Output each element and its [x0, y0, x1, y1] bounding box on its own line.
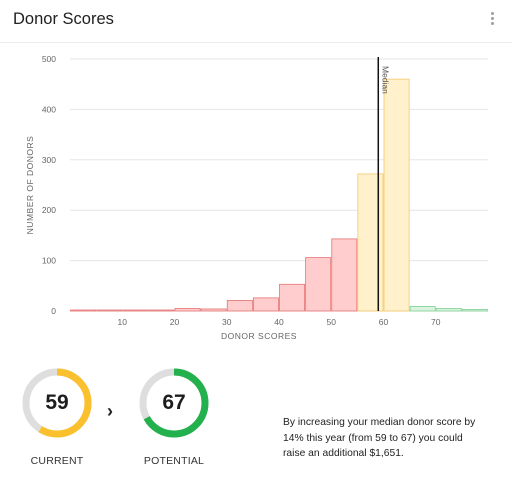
histogram-bar: [122, 309, 149, 312]
histogram-bar: [383, 78, 410, 312]
potential-score-gauge: 67: [138, 367, 210, 439]
histogram-bar: [461, 309, 488, 312]
histogram-bar: [279, 283, 306, 312]
donor-score-histogram: 0 100 200 300 400 500 10 20 30 40 50 60 70 Median DONO…: [25, 54, 488, 341]
histogram-bar: [409, 306, 436, 312]
potential-label: POTENTIAL: [143, 455, 205, 467]
x-tick-label: 60: [379, 317, 389, 327]
median-label: Median: [380, 66, 390, 94]
x-tick-label: 10: [118, 317, 128, 327]
histogram-bar: [200, 308, 227, 312]
potential-gauge-fill: [139, 368, 209, 438]
y-tick-label: 100: [42, 256, 56, 266]
histogram-bar: [357, 173, 384, 312]
card-title: Donor Scores: [13, 10, 114, 28]
histogram-bar: [70, 309, 97, 312]
x-axis-label: DONOR SCORES: [221, 331, 297, 341]
histogram-bar: [148, 309, 175, 312]
y-axis-label: NUMBER OF DONORS: [25, 136, 35, 235]
y-tick-label: 0: [51, 306, 56, 316]
y-tick-label: 300: [42, 155, 56, 165]
x-tick-label: 20: [170, 317, 180, 327]
current-score-gauge: 59: [21, 367, 93, 439]
y-tick-label: 400: [42, 104, 56, 114]
x-tick-label: 30: [222, 317, 232, 327]
histogram-bar: [305, 257, 332, 312]
histogram-bar: [96, 309, 123, 312]
histogram-bar: [252, 297, 279, 312]
current-score-value: 59: [45, 391, 69, 414]
current-gauge-fill: [22, 368, 92, 438]
current-label: CURRENT: [30, 455, 84, 467]
histogram-bar: [226, 300, 253, 312]
chevron-right-icon: ›: [107, 401, 113, 421]
x-tick-label: 40: [274, 317, 284, 327]
x-tick-label: 50: [327, 317, 337, 327]
more-vert-icon[interactable]: [487, 12, 497, 28]
potential-score-value: 67: [162, 391, 186, 414]
histogram-bar: [174, 308, 201, 312]
histogram-bar: [331, 238, 358, 312]
improvement-message: By increasing your median donor score by…: [283, 417, 476, 459]
y-tick-label: 500: [42, 54, 56, 64]
card-header: Donor Scores: [0, 0, 512, 43]
x-tick-label: 70: [431, 317, 441, 327]
y-tick-label: 200: [42, 205, 56, 215]
histogram-bar: [435, 308, 462, 312]
